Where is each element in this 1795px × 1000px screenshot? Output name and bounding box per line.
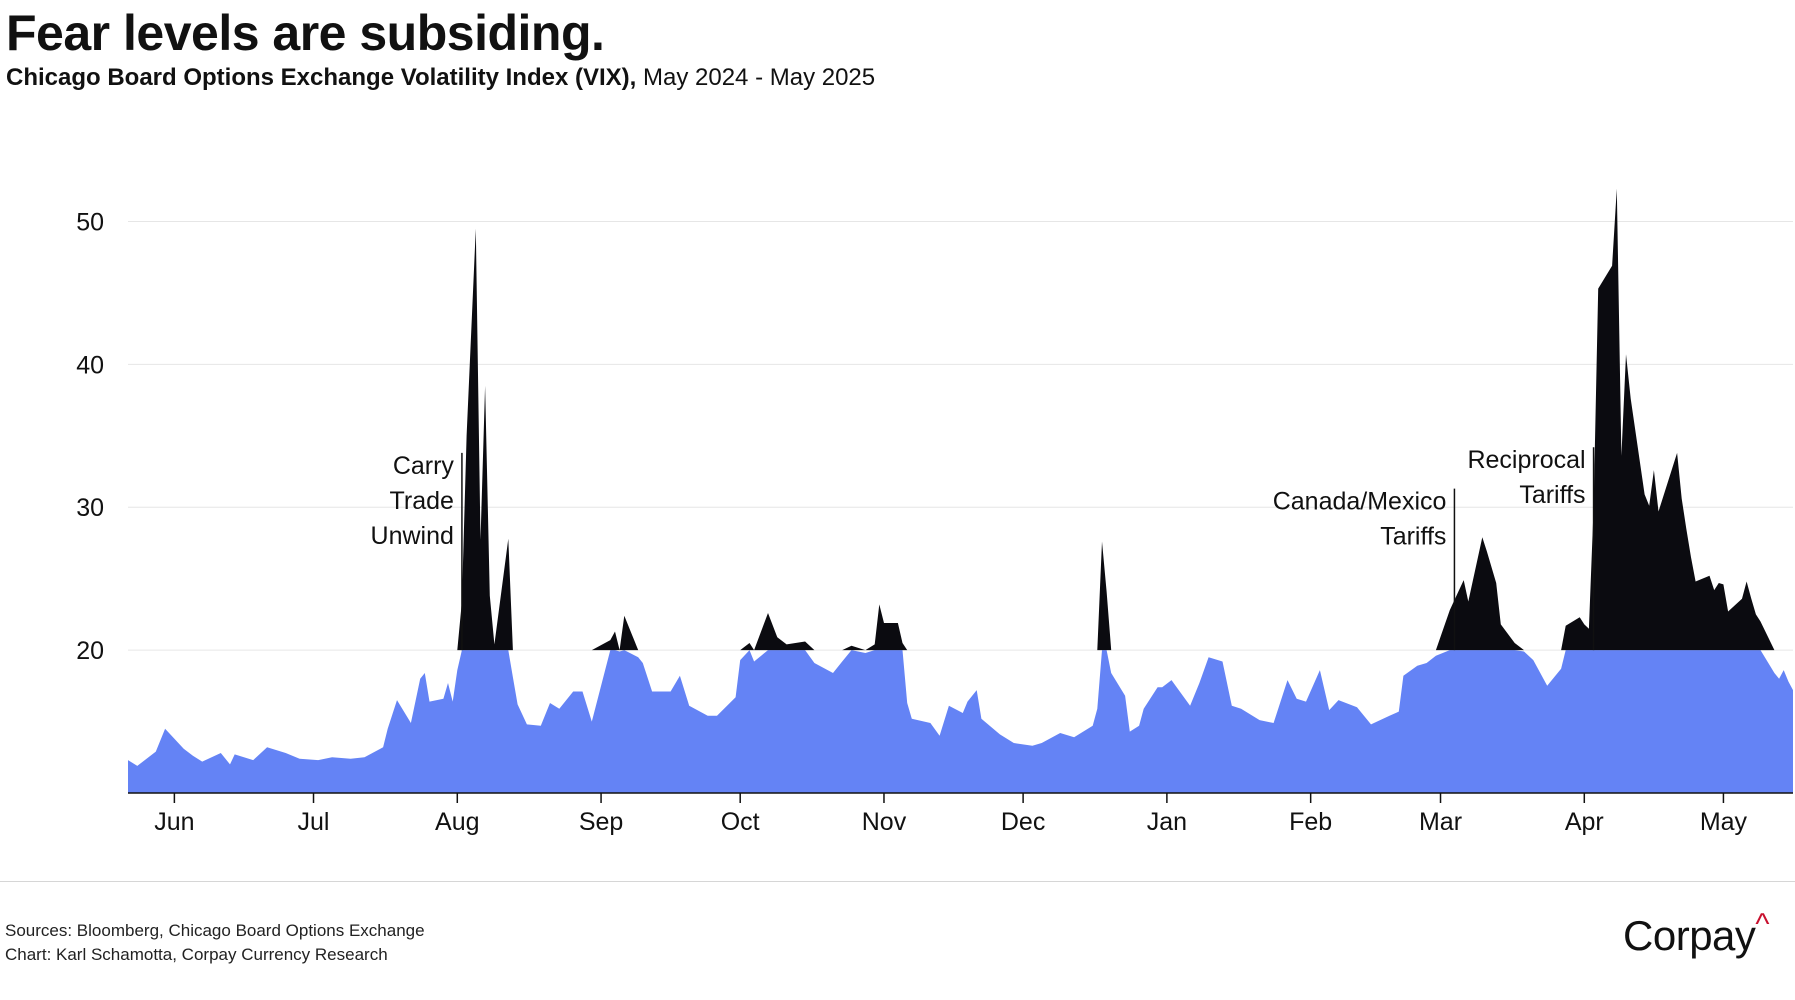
x-tick-label: Mar [1419,808,1462,836]
x-tick-label: Sep [579,808,623,836]
y-tick-label: 50 [76,208,104,236]
annotation-label: Carry [393,452,455,480]
y-tick-label: 20 [76,637,104,665]
footer-divider [0,881,1795,882]
footer-credit: Chart: Karl Schamotta, Corpay Currency R… [5,945,388,964]
corpay-logo: Corpay^ [1623,908,1769,960]
y-tick-label: 40 [76,351,104,379]
logo-wordmark: Corpay [1623,912,1756,959]
annotation-label: Tariffs [1380,523,1446,551]
x-tick-label: Jan [1147,808,1187,836]
logo-caret-icon: ^ [1755,908,1769,941]
x-tick-label: Jul [298,808,330,836]
annotation-label: Unwind [371,522,454,550]
footer-sources: Sources: Bloomberg, Chicago Board Option… [5,921,425,940]
vix-area-chart: 20 30 40 50 Jun Jul Aug Sep Oct Nov Dec Jan Feb Mar Ap… [76,188,1793,836]
x-tick-label: Apr [1565,808,1604,836]
x-tick-label: Aug [435,808,479,836]
x-tick-label: Dec [1001,808,1045,836]
x-tick-label: Nov [862,808,907,836]
subtitle-series-name: Chicago Board Options Exchange Volatilit… [6,64,637,91]
x-tick-label: Oct [721,808,760,836]
x-tick-label: May [1700,808,1748,836]
annotation-label: Canada/Mexico [1273,488,1447,516]
y-tick-label: 30 [76,494,104,522]
x-tick-label: Feb [1289,808,1332,836]
x-tick-label: Jun [154,808,194,836]
vix-area-below-threshold [128,650,1793,793]
annotation-label: Reciprocal [1467,446,1585,474]
annotation-label: Tariffs [1519,481,1585,509]
vix-area-above-threshold [128,188,1793,651]
chart-subtitle: Chicago Board Options Exchange Volatilit… [6,64,875,92]
subtitle-date-range: May 2024 - May 2025 [636,64,876,91]
annotation-label: Trade [390,487,454,515]
chart-title: Fear levels are subsiding. [6,5,605,61]
